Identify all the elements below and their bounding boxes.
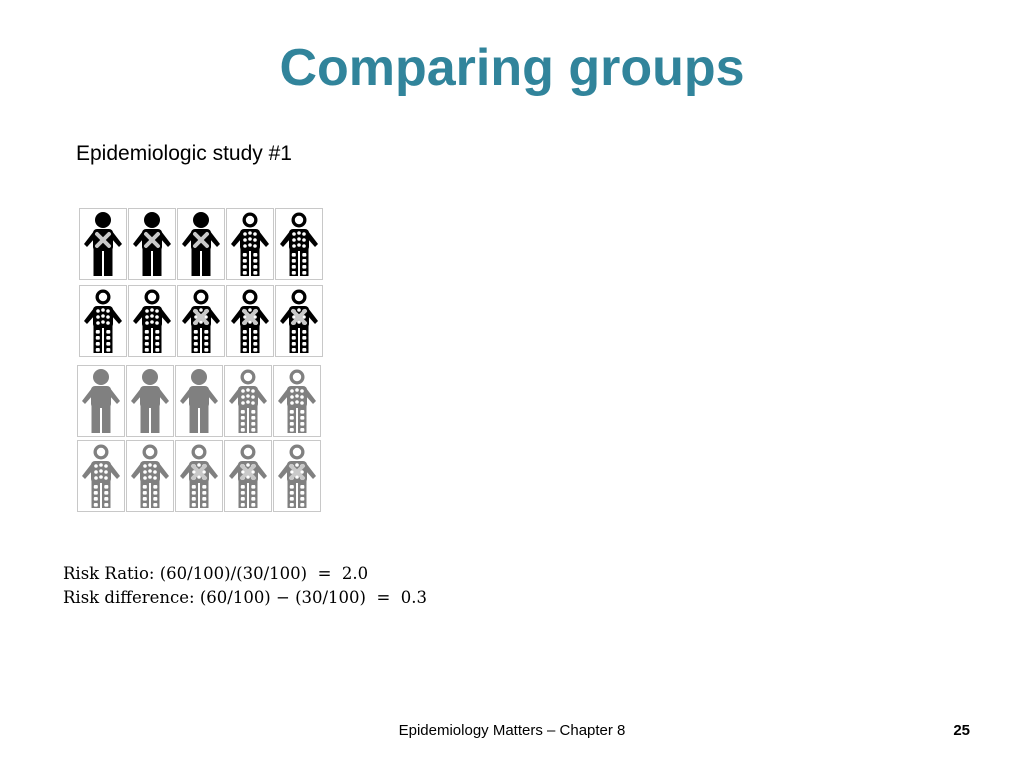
person-figure-cell: [226, 285, 274, 357]
person-icon: [177, 368, 221, 434]
person-icon: [226, 443, 270, 509]
person-figure-cell: [77, 440, 125, 512]
person-icon: [81, 288, 125, 354]
person-figure-cell: [273, 440, 321, 512]
person-icon: [128, 368, 172, 434]
person-icon: [226, 368, 270, 434]
person-icon: [79, 368, 123, 434]
person-figure-cell: [126, 440, 174, 512]
person-figure-cell: [175, 365, 223, 437]
person-icon: [177, 443, 221, 509]
person-figure-cell: [128, 208, 176, 280]
person-icon: [130, 288, 174, 354]
person-figure-cell: [79, 208, 127, 280]
person-icon: [275, 443, 319, 509]
page-number: 25: [953, 722, 970, 739]
person-figure-cell: [224, 365, 272, 437]
figure-row-3: [77, 365, 322, 437]
person-icon: [179, 211, 223, 277]
person-figure-cell: [128, 285, 176, 357]
person-figure-cell: [275, 208, 323, 280]
person-figure-cell: [224, 440, 272, 512]
figure-row-1: [79, 208, 324, 280]
study-subtitle: Epidemiologic study #1: [76, 142, 292, 165]
person-icon: [277, 288, 321, 354]
person-icon: [179, 288, 223, 354]
person-figure-cell: [77, 365, 125, 437]
person-icon: [228, 288, 272, 354]
person-icon: [277, 211, 321, 277]
person-figure-cell: [275, 285, 323, 357]
person-icon: [128, 443, 172, 509]
person-figure-cell: [126, 365, 174, 437]
person-icon: [79, 443, 123, 509]
figure-row-4: [77, 440, 322, 512]
slide-footer: Epidemiology Matters – Chapter 8: [398, 722, 626, 739]
person-icon: [228, 211, 272, 277]
person-icon: [81, 211, 125, 277]
risk-difference-formula: Risk difference: (60/100) − (30/100) = 0…: [63, 588, 428, 607]
person-figure-cell: [175, 440, 223, 512]
person-figure-cell: [226, 208, 274, 280]
person-figure-cell: [273, 365, 321, 437]
figure-row-2: [79, 285, 324, 357]
person-icon: [130, 211, 174, 277]
person-figure-cell: [177, 208, 225, 280]
person-figure-cell: [177, 285, 225, 357]
person-figure-cell: [79, 285, 127, 357]
person-icon: [275, 368, 319, 434]
risk-ratio-formula: Risk Ratio: (60/100)/(30/100) = 2.0: [63, 564, 369, 583]
slide-title: Comparing groups: [279, 39, 745, 97]
